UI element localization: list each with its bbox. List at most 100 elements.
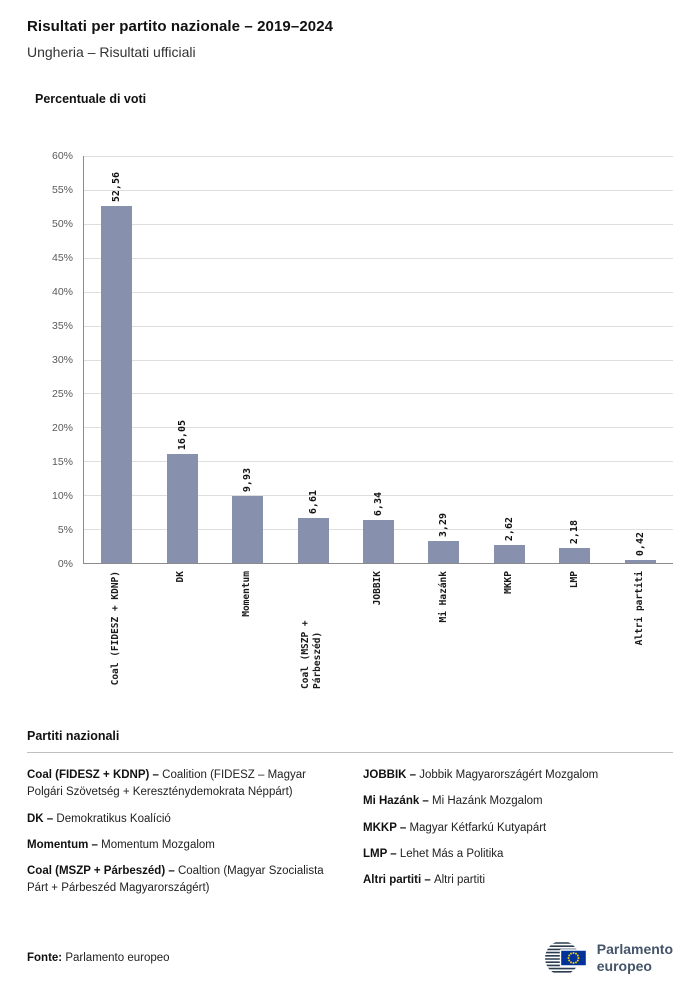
y-tick-label: 60% <box>51 150 73 162</box>
y-tick-label: 5% <box>57 524 73 536</box>
bar-value-label: 6,34 <box>372 491 384 516</box>
ep-logo-mark-icon <box>544 942 587 973</box>
legend-item-name: Coal (MSZP + Párbeszéd) – <box>27 865 178 877</box>
legend-item-name: DK – <box>27 812 57 825</box>
ep-logo-wordmark: Parlamento europeo <box>597 941 673 976</box>
legend-item: Momentum – Momentum Mozgalom <box>27 837 337 854</box>
bar-column: 2,62 <box>477 156 542 563</box>
bar-column: 6,34 <box>346 156 411 563</box>
x-label-cell: LMP <box>542 564 608 719</box>
legend-item: JOBBIK – Jobbik Magyarországért Mozgalom <box>363 767 673 784</box>
legend-item-name: Altri partiti – <box>363 874 434 886</box>
gridline <box>84 359 673 361</box>
gridline <box>84 427 673 429</box>
bar-value-label: 2,62 <box>503 517 515 542</box>
legend-item: Coal (MSZP + Párbeszéd) – Coaltion (Magy… <box>27 863 337 898</box>
bar-column: 52,56 <box>84 156 149 563</box>
bar-column: 16,05 <box>149 156 214 563</box>
y-axis: 0% 5% 10% 15% 20% 25% 30% 35% 40% 45% 50% 55% 60% <box>35 150 83 570</box>
bar <box>232 495 264 563</box>
chart-title: Percentuale di voti <box>35 92 147 106</box>
legend-section: Partiti nazionali Coal (FIDESZ + KDNP) –… <box>27 729 673 907</box>
legend-item-name: Momentum – <box>27 838 102 851</box>
gridline <box>84 461 673 463</box>
y-tick-label: 40% <box>51 285 73 298</box>
page-subtitle: Ungheria – Risultati ufficiali <box>27 44 196 60</box>
legend-column: JOBBIK – Jobbik Magyarországért Mozgalom… <box>363 767 673 907</box>
bar-chart: Percentuale di voti 0% 5% 10% 15% 20% 25% 30% 3… <box>35 92 673 719</box>
x-label-cell: Coal (MSZP + Párbeszéd) <box>280 564 346 719</box>
bar-value-label: 6,61 <box>307 490 319 515</box>
european-parliament-logo: Parlamento europeo <box>542 937 673 979</box>
legend-item-desc: Mi Hazánk Mozgalom <box>432 795 543 808</box>
x-axis-label: Coal (MSZP + Párbeszéd) <box>300 620 324 689</box>
source-value: Parlamento europeo <box>65 952 170 964</box>
bar-column: 3,29 <box>411 156 476 563</box>
legend-item-desc: Jobbik Magyarországért Mozgalom <box>419 769 599 781</box>
x-label-cell: Altri partiti <box>608 564 674 719</box>
y-tick-label: 20% <box>51 421 73 434</box>
x-label-cell: MKKP <box>476 564 542 719</box>
bar-value-label: 9,93 <box>242 467 254 492</box>
ep-logo-line2: europeo <box>596 958 652 974</box>
legend-columns: Coal (FIDESZ + KDNP) – Coalition (FIDESZ… <box>27 767 673 907</box>
legend-item-desc: Momentum Mozgalom <box>101 838 215 851</box>
y-tick-label: 30% <box>51 354 73 366</box>
bar-value-label: 3,29 <box>438 512 450 537</box>
gridline <box>84 156 673 157</box>
gridline <box>84 257 673 259</box>
y-tick-label: 50% <box>51 217 73 230</box>
legend-item-desc: Magyar Kétfarkú Kutyapárt <box>409 821 547 834</box>
legend-item: DK – Demokratikus Koalíció <box>27 811 337 828</box>
y-tick-label: 55% <box>51 183 73 196</box>
bar <box>297 518 329 563</box>
bar-value-label: 0,42 <box>634 532 646 557</box>
bar <box>166 454 198 563</box>
bar-value-label: 52,56 <box>111 172 123 203</box>
source-note: Fonte: Parlamento europeo <box>27 952 170 964</box>
legend-item-name: Coal (FIDESZ + KDNP) – <box>27 769 163 781</box>
x-axis-labels: Coal (FIDESZ + KDNP) DK Momentum Coal (MSZP… <box>83 564 673 719</box>
gridline <box>84 223 673 225</box>
bar <box>362 520 394 563</box>
x-label-cell: Coal (FIDESZ + KDNP) <box>83 564 149 719</box>
bar-value-label: 16,05 <box>176 420 188 451</box>
y-tick-label: 35% <box>51 320 73 332</box>
x-axis-label: DK <box>175 571 187 583</box>
gridline <box>84 291 673 293</box>
legend-item-desc: Coalition (FIDESZ – Magyar Polgári Szöve… <box>27 769 306 799</box>
page-header: Risultati per partito nazionale – 2019–2… <box>27 18 673 60</box>
x-label-cell: Mi Hazánk <box>411 564 477 719</box>
legend-item: LMP – Lehet Más a Politika <box>363 846 673 863</box>
bar <box>624 560 656 563</box>
legend-item: Altri partiti – Altri partiti <box>363 872 673 889</box>
bar-column: 6,61 <box>280 156 345 563</box>
bar <box>428 540 460 563</box>
y-tick-label: 10% <box>51 490 73 502</box>
legend-item-desc: Demokratikus Koalíció <box>56 812 171 825</box>
gridline <box>84 495 673 497</box>
y-tick-label: 15% <box>51 456 73 468</box>
gridline <box>84 189 673 191</box>
bar <box>493 545 525 563</box>
y-tick-label: 25% <box>51 388 73 400</box>
y-tick-label: 0% <box>57 558 73 570</box>
bar-column: 0,42 <box>608 156 673 563</box>
x-axis-label: JOBBIK <box>372 571 384 606</box>
legend-item: Coal (FIDESZ + KDNP) – Coalition (FIDESZ… <box>27 767 337 802</box>
legend-item-name: Mi Hazánk – <box>363 795 433 808</box>
eu-flag-icon <box>559 949 587 967</box>
legend-item-desc: Altri partiti <box>433 874 486 886</box>
x-label-cell: Momentum <box>214 564 280 719</box>
source-label: Fonte: <box>27 952 63 964</box>
legend-item-desc: Lehet Más a Politika <box>399 847 504 860</box>
chart-body: 0% 5% 10% 15% 20% 25% 30% 35% 40% 45% 50% 55% 60% 52… <box>35 150 673 570</box>
legend-column: Coal (FIDESZ + KDNP) – Coalition (FIDESZ… <box>27 767 337 907</box>
legend-item-name: LMP – <box>363 847 400 860</box>
bars: 52,56 16,05 9,93 6,61 6,34 3,29 2,62 2,18 0,42 <box>84 156 673 563</box>
bar <box>559 548 591 563</box>
x-label-cell: JOBBIK <box>345 564 411 719</box>
x-axis-label: LMP <box>568 571 580 589</box>
plot-area: 52,56 16,05 9,93 6,61 6,34 3,29 2,62 2,18 0,42 <box>83 156 673 564</box>
bar <box>101 206 133 563</box>
